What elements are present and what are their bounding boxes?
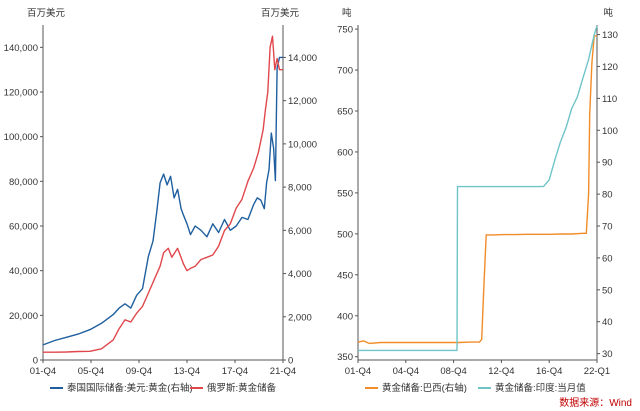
chart-left-x-tick-label: 01-Q4: [30, 366, 56, 377]
chart-left-series-1-line: [43, 35, 283, 353]
chart-right-x-tick-label: 08-Q4: [440, 366, 466, 377]
chart-right-y-right-label: 吨: [603, 7, 613, 19]
chart-left-y-right-tick-label: 0: [288, 356, 293, 367]
chart-left-y-left-tick-label: 60,000: [9, 222, 38, 233]
chart-right-legend-label: 黄金储备:巴西(右轴): [382, 382, 467, 394]
chart-left-y-right-tick-label: 6,000: [288, 226, 312, 237]
chart-left-x-tick-label: 21-Q4: [270, 366, 296, 377]
chart-left-series-0-line: [42, 56, 283, 346]
chart-right-y-left-tick-label: 550: [337, 188, 353, 199]
chart-right-y-left-tick-label: 700: [337, 66, 353, 77]
chart-right-y-right-tick-label: 50: [602, 285, 613, 296]
chart-right-y-right-tick-label: 130: [602, 30, 618, 41]
chart-right-x-tick-label: 12-Q4: [488, 366, 514, 377]
chart-right-y-left-tick-label: 400: [337, 311, 353, 322]
chart-right-y-left-tick-label: 600: [337, 147, 353, 158]
chart-right-y-left-label: 吨: [342, 7, 352, 19]
chart-left-legend-label: 俄罗斯:黄金储备: [207, 382, 277, 394]
chart-right-y-right-tick-label: 120: [602, 62, 618, 73]
chart-right-y-left-tick-label: 750: [337, 25, 353, 36]
chart-left-y-left-tick-label: 100,000: [4, 132, 38, 143]
chart-right-y-right-tick-label: 60: [602, 253, 613, 264]
chart-left-y-right-label: 百万美元: [261, 7, 300, 19]
chart-left-x-tick-label: 05-Q4: [78, 366, 104, 377]
chart-left-y-right-tick-label: 12,000: [288, 96, 317, 107]
chart-right-y-right-tick-label: 110: [602, 94, 617, 105]
chart-left-y-right-tick-label: 14,000: [288, 53, 317, 64]
chart-right-x-tick-label: 01-Q4: [345, 366, 371, 377]
chart-left-y-left-tick-label: 20,000: [9, 311, 38, 322]
chart-left-y-left-tick-label: 80,000: [9, 177, 38, 188]
chart-right-y-left-tick-label: 650: [337, 107, 353, 118]
chart-left-y-left-tick-label: 40,000: [9, 266, 38, 277]
chart-left-y-left-label: 百万美元: [27, 7, 66, 19]
chart-right-y-right-tick-label: 80: [602, 190, 613, 201]
chart-left-y-right-tick-label: 2,000: [288, 312, 312, 323]
chart-right-series-0-line: [357, 35, 597, 345]
chart-left-legend-label: 泰国国际储备:美元:黄金(右轴): [67, 382, 193, 394]
chart-right-legend-label: 黄金储备:印度:当月值: [495, 382, 586, 394]
chart-left-y-left-tick-label: 140,000: [4, 43, 38, 54]
chart-left-y-right-tick-label: 8,000: [288, 183, 312, 194]
chart-right-y-right-tick-label: 100: [602, 126, 618, 137]
chart-right-y-left-tick-label: 350: [337, 352, 353, 363]
chart-right-series-1-line: [358, 25, 598, 352]
chart-right-y-left-tick-label: 500: [337, 229, 353, 240]
chart-left-x-tick-label: 09-Q4: [126, 366, 152, 377]
chart-right-y-left-tick-label: 450: [337, 270, 353, 281]
chart-left-y-right-tick-label: 4,000: [288, 269, 312, 280]
chart-left-y-left-tick-label: 0: [33, 356, 38, 367]
chart-right-x-tick-label: 16-Q4: [536, 366, 562, 377]
chart-right-y-right-tick-label: 40: [602, 317, 613, 328]
chart-left-x-tick-label: 13-Q4: [174, 366, 200, 377]
chart-right-y-right-tick-label: 70: [602, 222, 613, 233]
chart-left-x-tick-label: 17-Q4: [222, 366, 248, 377]
source-note: 数据来源：Wind: [559, 398, 632, 409]
chart-left-y-left-tick-label: 120,000: [4, 88, 38, 99]
chart-right-y-right-tick-label: 30: [602, 349, 613, 360]
chart-right-y-right-tick-label: 90: [602, 158, 613, 169]
chart-right-x-tick-label: 04-Q4: [393, 366, 419, 377]
chart-left-y-right-tick-label: 10,000: [288, 139, 317, 150]
chart-right-x-tick-label: 22-Q1: [584, 366, 610, 377]
